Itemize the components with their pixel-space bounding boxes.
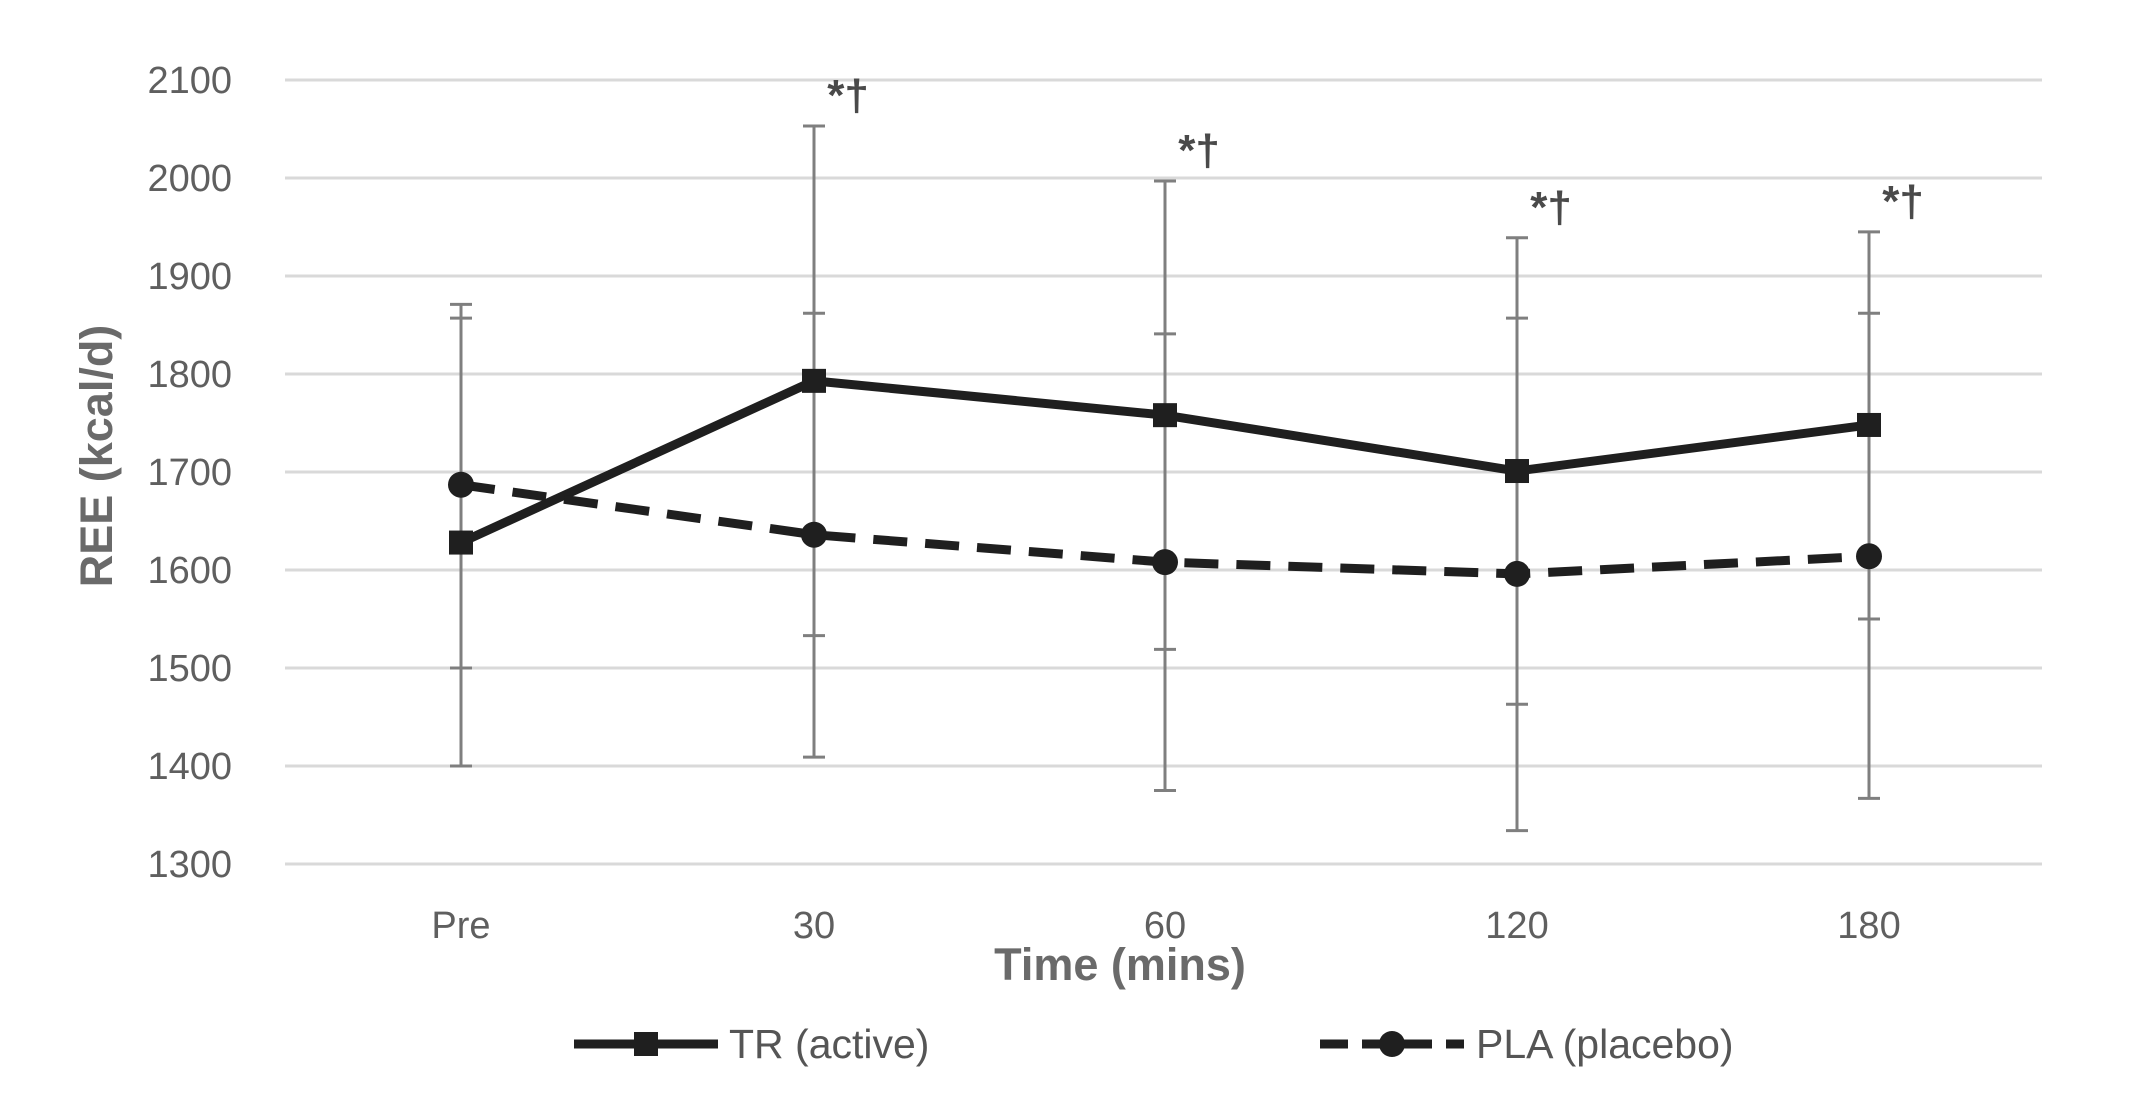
significance-marker: *† (827, 71, 869, 120)
y-tick-label: 1600 (147, 550, 232, 592)
y-tick-label: 2000 (147, 158, 232, 200)
error-bar (1154, 332, 1176, 651)
y-axis-title: REE (kcal/d) (71, 325, 122, 588)
data-point-pla (1856, 543, 1882, 570)
series-markers (448, 368, 1882, 587)
y-tick-label: 1800 (147, 354, 232, 396)
x-tick-label: 180 (1837, 905, 1900, 947)
legend-item-tr: TR (active) (574, 1021, 929, 1067)
y-tick-label: 1300 (147, 844, 232, 886)
y-axis-ticks: 1300 1400 1500 1600 1700 1800 1900 2000 2100 (147, 60, 232, 886)
x-axis-title: Time (mins) (994, 939, 1246, 990)
y-tick-label: 2100 (147, 60, 232, 102)
error-bar (803, 311, 825, 638)
error-bar (1506, 316, 1528, 706)
y-tick-label: 1500 (147, 648, 232, 690)
y-tick-label: 1400 (147, 746, 232, 788)
x-tick-label: 120 (1485, 905, 1548, 947)
x-tick-label: Pre (431, 905, 490, 947)
significance-marker: *† (1882, 177, 1924, 226)
data-point-tr (1505, 459, 1529, 484)
significance-marker: *† (1530, 183, 1572, 232)
data-point-pla (1152, 549, 1178, 576)
legend-label: PLA (placebo) (1476, 1021, 1734, 1067)
significance-annotations: *† *† *† *† (827, 71, 1924, 232)
data-point-pla (1504, 560, 1530, 587)
data-point-pla (448, 471, 474, 498)
data-point-pla (801, 521, 827, 548)
legend-marker-circle (1379, 1031, 1405, 1057)
legend-marker-square (634, 1032, 658, 1056)
data-point-tr (1153, 403, 1177, 428)
data-point-tr (1857, 412, 1881, 437)
x-tick-label: 60 (1144, 905, 1186, 947)
data-point-tr (802, 368, 826, 393)
error-bars (450, 124, 1880, 833)
x-tick-label: 30 (793, 905, 835, 947)
error-bar (1858, 311, 1880, 621)
significance-marker: *† (1178, 126, 1220, 175)
legend-item-pla: PLA (placebo) (1320, 1021, 1734, 1067)
legend-label: TR (active) (729, 1021, 929, 1067)
legend: TR (active) PLA (placebo) (574, 1021, 1734, 1067)
x-axis-ticks: Pre 30 60 120 180 (431, 905, 1900, 947)
y-tick-label: 1900 (147, 256, 232, 298)
y-tick-label: 1700 (147, 452, 232, 494)
data-point-tr (449, 530, 473, 555)
